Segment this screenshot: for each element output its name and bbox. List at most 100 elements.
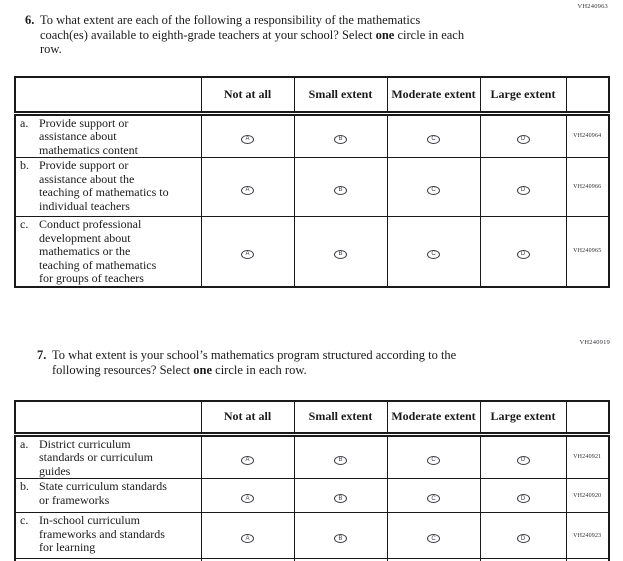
row-label-cell: a. Provide support or assistance about m… bbox=[14, 112, 202, 158]
option-cell-not-at-all: A bbox=[200, 433, 295, 479]
column-header-small-extent: Small extent bbox=[293, 76, 388, 116]
row-item-text: Conduct professional development about m… bbox=[39, 217, 157, 285]
answer-circle-b[interactable]: B bbox=[334, 534, 347, 543]
question-7-text: To what extent is your school’s mathemat… bbox=[52, 348, 456, 377]
row-accession-code: VH240921 bbox=[565, 433, 610, 479]
stub-header-cell bbox=[14, 76, 202, 116]
code-column-header bbox=[565, 76, 610, 116]
row-label-cell: c. In-school curriculum frameworks and s… bbox=[14, 512, 202, 559]
row-letter: a. bbox=[20, 115, 29, 130]
row-letter: b. bbox=[20, 479, 29, 493]
row-accession-code: VH240966 bbox=[565, 157, 610, 217]
table-row: b. State curriculum standards or framewo… bbox=[14, 478, 610, 513]
answer-circle-d[interactable]: D bbox=[516, 185, 530, 195]
option-cell-moderate-extent: C bbox=[386, 112, 481, 158]
row-accession-code: VH240964 bbox=[565, 112, 610, 158]
row-letter: c. bbox=[20, 217, 29, 231]
answer-circle-a[interactable]: A bbox=[241, 534, 254, 543]
answer-circle-c[interactable]: C bbox=[427, 494, 440, 503]
option-cell-large-extent: D bbox=[479, 512, 567, 559]
row-item-text: Provide support or assistance about math… bbox=[39, 115, 138, 157]
answer-circle-b[interactable]: B bbox=[334, 494, 347, 503]
question-6-number: 6. bbox=[25, 13, 35, 27]
row-accession-code: VH240965 bbox=[565, 216, 610, 287]
question-6-line-3: row. bbox=[40, 42, 62, 57]
answer-circle-c[interactable]: C bbox=[427, 185, 440, 195]
answer-circle-c[interactable]: C bbox=[427, 249, 440, 259]
answer-circle-d[interactable]: D bbox=[516, 455, 530, 465]
answer-circle-a[interactable]: A bbox=[241, 134, 254, 144]
answer-circle-a[interactable]: A bbox=[241, 185, 254, 195]
option-cell-not-at-all: A bbox=[200, 216, 295, 287]
answer-circle-b[interactable]: B bbox=[334, 134, 347, 144]
answer-circle-d[interactable]: D bbox=[516, 249, 530, 259]
option-cell-small-extent: B bbox=[293, 478, 388, 513]
answer-circle-c[interactable]: C bbox=[427, 455, 440, 465]
table-row: a. District curriculum standards or curr… bbox=[14, 433, 610, 479]
column-header-large-extent: Large extent bbox=[479, 76, 567, 116]
column-header-moderate-extent: Moderate extent bbox=[386, 76, 481, 116]
question-7-line-1: To what extent is your school’s mathemat… bbox=[52, 348, 457, 362]
option-cell-not-at-all: A bbox=[200, 112, 295, 158]
option-cell-not-at-all: A bbox=[200, 478, 295, 513]
option-cell-large-extent: D bbox=[479, 157, 567, 217]
question-7-number: 7. bbox=[37, 348, 47, 362]
option-cell-moderate-extent: C bbox=[386, 478, 481, 513]
answer-circle-d[interactable]: D bbox=[516, 534, 530, 543]
option-cell-not-at-all: A bbox=[200, 157, 295, 217]
option-cell-small-extent: B bbox=[293, 216, 388, 287]
row-item-text: State curriculum standards or frameworks bbox=[39, 479, 167, 507]
question-7-line-2: following resources? Select one circle i… bbox=[52, 362, 307, 377]
row-label-cell: a. District curriculum standards or curr… bbox=[14, 433, 202, 479]
option-cell-small-extent: B bbox=[293, 112, 388, 158]
table-row: b. Provide support or assistance about t… bbox=[14, 157, 610, 217]
answer-circle-b[interactable]: B bbox=[334, 185, 347, 195]
option-cell-large-extent: D bbox=[479, 112, 567, 158]
row-letter: b. bbox=[20, 158, 29, 172]
answer-circle-c[interactable]: C bbox=[427, 534, 440, 543]
answer-circle-b[interactable]: B bbox=[334, 455, 347, 465]
row-item-text: District curriculum standards or curricu… bbox=[39, 436, 153, 478]
question-7-response-table: Not at all Small extent Moderate extent … bbox=[14, 400, 610, 561]
table-row: c. Conduct professional development abou… bbox=[14, 216, 610, 287]
column-header-small-extent: Small extent bbox=[293, 400, 388, 437]
answer-circle-d[interactable]: D bbox=[516, 134, 530, 144]
answer-circle-a[interactable]: A bbox=[241, 494, 254, 503]
question-6-line-2: coach(es) available to eighth-grade teac… bbox=[40, 27, 465, 42]
question-6-accession-code: VH240963 bbox=[577, 3, 608, 10]
row-label-cell: b. State curriculum standards or framewo… bbox=[14, 478, 202, 513]
option-cell-moderate-extent: C bbox=[386, 216, 481, 287]
answer-circle-b[interactable]: B bbox=[334, 249, 347, 259]
option-cell-large-extent: D bbox=[479, 433, 567, 479]
column-header-large-extent: Large extent bbox=[479, 400, 567, 437]
row-accession-code: VH240920 bbox=[565, 478, 610, 513]
option-cell-large-extent: D bbox=[479, 216, 567, 287]
answer-circle-c[interactable]: C bbox=[427, 134, 440, 144]
question-6-response-table: Not at all Small extent Moderate extent … bbox=[14, 76, 610, 288]
code-column-header bbox=[565, 400, 610, 437]
question-6-line-1: To what extent are each of the following… bbox=[40, 13, 421, 27]
option-cell-moderate-extent: C bbox=[386, 512, 481, 559]
option-cell-moderate-extent: C bbox=[386, 157, 481, 217]
row-label-cell: b. Provide support or assistance about t… bbox=[14, 157, 202, 217]
stub-header-cell bbox=[14, 400, 202, 437]
row-item-text: In-school curriculum frameworks and stan… bbox=[39, 513, 165, 554]
option-cell-small-extent: B bbox=[293, 512, 388, 559]
answer-circle-a[interactable]: A bbox=[241, 249, 254, 259]
row-item-text: Provide support or assistance about the … bbox=[39, 158, 169, 213]
answer-circle-a[interactable]: A bbox=[241, 455, 254, 465]
row-label-cell: c. Conduct professional development abou… bbox=[14, 216, 202, 287]
table-row: a. Provide support or assistance about m… bbox=[14, 112, 610, 158]
column-header-moderate-extent: Moderate extent bbox=[386, 400, 481, 437]
table-row-cutoff bbox=[14, 558, 610, 561]
row-letter: c. bbox=[20, 513, 29, 527]
option-cell-large-extent: D bbox=[479, 478, 567, 513]
question-6-text: To what extent are each of the following… bbox=[40, 13, 464, 57]
question-7: 7. To what extent is your school’s mathe… bbox=[37, 348, 597, 377]
table-row: c. In-school curriculum frameworks and s… bbox=[14, 512, 610, 559]
row-accession-code: VH240923 bbox=[565, 512, 610, 559]
row-letter: a. bbox=[20, 436, 29, 451]
answer-circle-d[interactable]: D bbox=[516, 494, 530, 503]
option-cell-small-extent: B bbox=[293, 433, 388, 479]
